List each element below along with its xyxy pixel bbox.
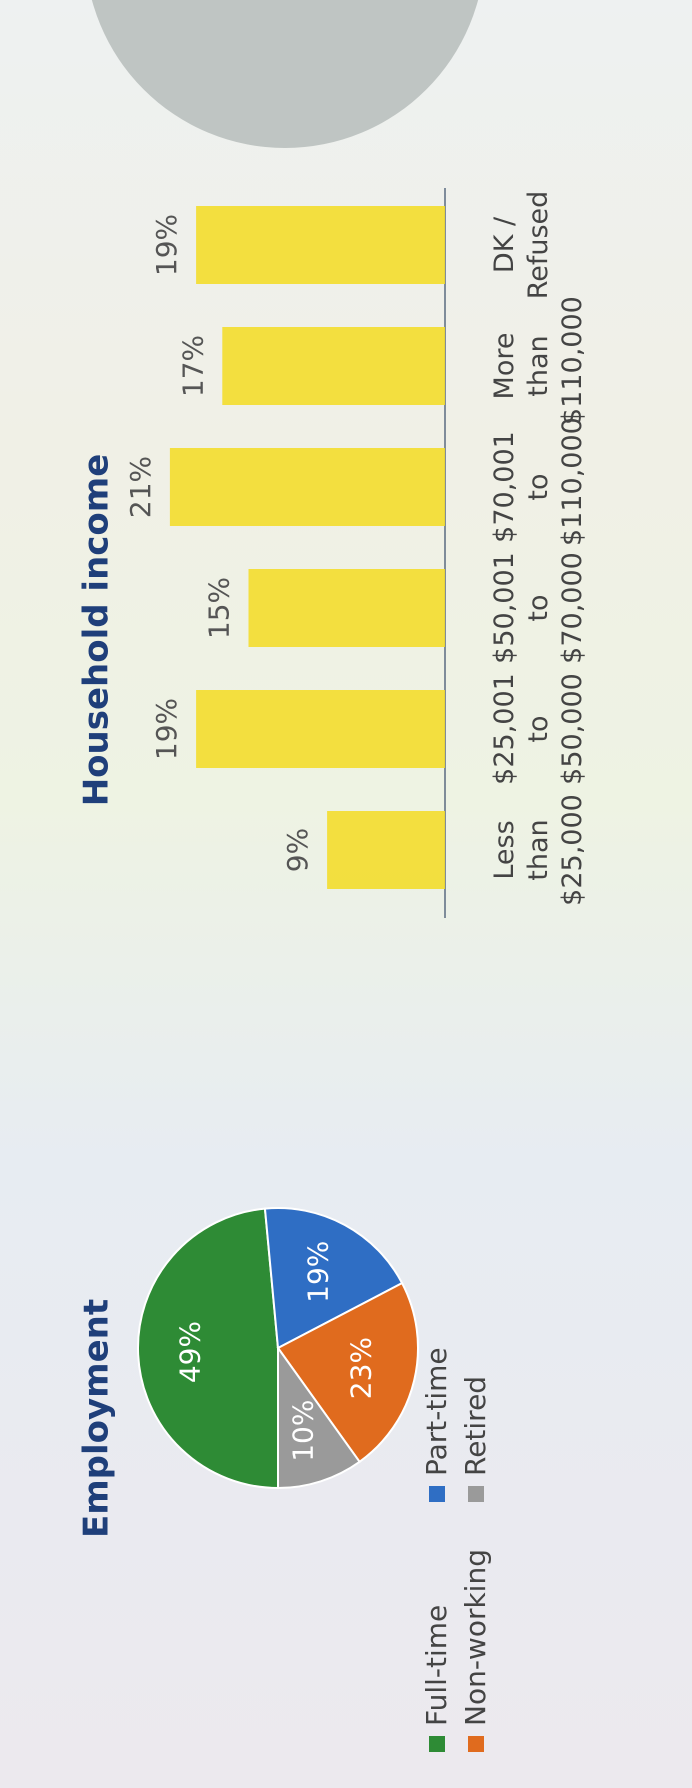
bar-value-label: 9%	[281, 828, 314, 872]
x-tick-label: $70,001 to $110,000	[488, 428, 590, 546]
legend-swatch	[468, 1486, 484, 1502]
x-tick-label: DK / Refused	[488, 186, 556, 304]
bar-value-label: 19%	[150, 214, 183, 276]
x-tick-label: Less than $25,000	[488, 791, 590, 909]
bar	[249, 569, 446, 647]
bar	[327, 811, 445, 889]
slice-label: 49%	[173, 1321, 206, 1383]
slice-label: 23%	[344, 1337, 377, 1399]
x-tick-label: $25,001 to $50,000	[488, 670, 590, 788]
legend-swatch	[429, 1736, 445, 1752]
chart-title: Household income	[77, 454, 117, 807]
bar-value-label: 15%	[203, 577, 236, 639]
bar	[170, 448, 445, 526]
legend-label: Retired	[459, 1376, 492, 1476]
slice-label: 19%	[301, 1241, 334, 1303]
bar	[222, 327, 445, 405]
stage: Employment 49% 19% 23% 10% Household income 9%…	[0, 0, 692, 1788]
slice-label: 10%	[287, 1400, 320, 1462]
pie-slice	[138, 1209, 278, 1488]
chart-title: Employment	[77, 1299, 117, 1538]
bar-value-label: 19%	[150, 698, 183, 760]
legend-label: Full-time	[420, 1605, 453, 1726]
bar	[196, 206, 445, 284]
bar-value-label: 21%	[124, 456, 157, 518]
bar-value-label: 17%	[176, 335, 209, 397]
legend-label: Part-time	[420, 1347, 453, 1476]
legend: Full-time Part-time Non-working Retired	[420, 1302, 492, 1752]
legend-item: Full-time	[420, 1502, 453, 1752]
legend-item: Retired	[459, 1302, 492, 1502]
legend-label: Non-working	[459, 1549, 492, 1726]
legend-item: Part-time	[420, 1302, 453, 1502]
legend-swatch	[429, 1486, 445, 1502]
x-tick-label: More than $110,000	[488, 307, 590, 425]
page: {"chart_data": [ {"type": "pie", "title"…	[0, 0, 692, 1788]
legend-item: Non-working	[459, 1502, 492, 1752]
x-tick-label: $50,001 to $70,000	[488, 549, 590, 667]
legend-swatch	[468, 1736, 484, 1752]
decor-circle	[85, 0, 485, 148]
bar	[196, 690, 445, 768]
